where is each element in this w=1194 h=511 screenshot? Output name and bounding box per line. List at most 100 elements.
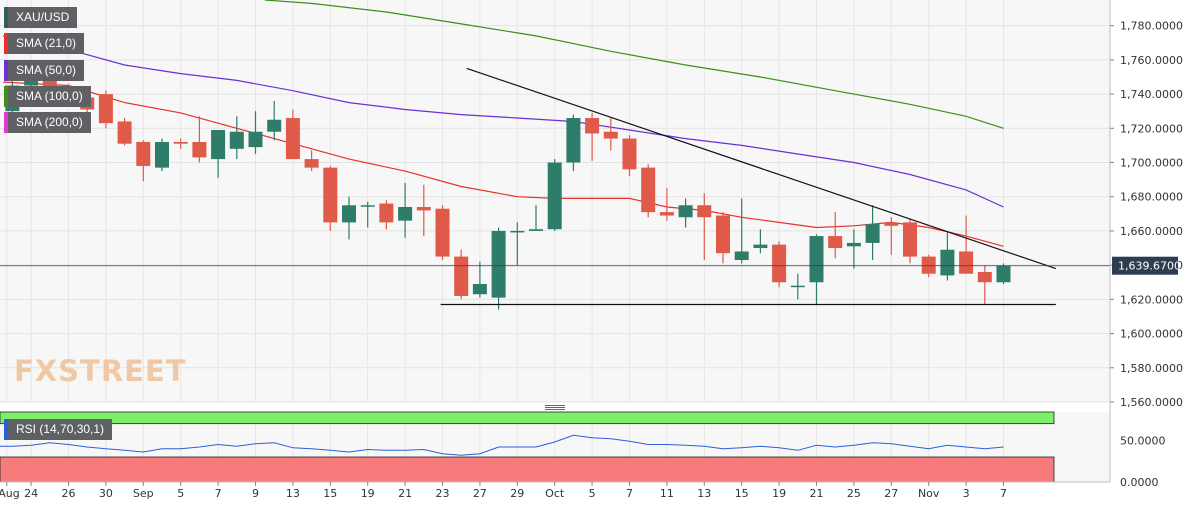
candle-body-7 <box>136 141 151 166</box>
x-tick-label-22: 21 <box>810 487 824 500</box>
trendline-0 <box>466 67 1057 270</box>
x-tick-label-20: 15 <box>735 487 749 500</box>
candle-body-25 <box>472 283 487 295</box>
y-tick-label-10: 1,760.0000 <box>1120 54 1183 67</box>
x-tick-label-19: 13 <box>697 487 711 500</box>
candle-body-53 <box>996 265 1011 283</box>
candle-body-23 <box>435 208 450 257</box>
candle-body-26 <box>491 230 506 298</box>
y-tick-label-1: 1,580.0000 <box>1120 362 1183 375</box>
y-tick-label-3: 1,620.0000 <box>1120 293 1183 306</box>
candle-body-13 <box>248 131 263 148</box>
candle-body-47 <box>884 222 899 226</box>
x-tick-label-12: 23 <box>436 487 450 500</box>
y-tick-label-5: 1,660.0000 <box>1120 225 1183 238</box>
legend-xauusd[interactable]: XAU/USD <box>4 7 78 28</box>
x-tick-label-18: 11 <box>660 487 674 500</box>
legend-rsi-label: RSI (14,70,30,1) <box>16 422 105 436</box>
legend-xauusd-swatch <box>4 7 8 28</box>
x-tick-label-25: Nov <box>918 487 940 500</box>
candle-body-28 <box>529 229 543 231</box>
candle-body-44 <box>828 236 843 249</box>
x-tick-label-9: 15 <box>323 487 337 500</box>
candle-body-12 <box>229 131 244 149</box>
candle-body-52 <box>977 271 992 283</box>
panel-resize-handle[interactable] <box>545 405 565 406</box>
x-tick-label-17: 7 <box>626 487 633 500</box>
candle-body-33 <box>622 138 637 170</box>
last-price-tag <box>1112 256 1178 275</box>
x-tick-label-11: 21 <box>398 487 412 500</box>
candle-body-16 <box>304 159 319 168</box>
legend-sma21[interactable]: SMA (21,0) <box>4 33 85 54</box>
candle-body-1 <box>24 76 39 86</box>
candle-body-8 <box>155 141 169 168</box>
x-tick-label-0: Aug <box>0 487 20 500</box>
candle-body-14 <box>267 119 282 132</box>
x-tick-label-7: 9 <box>252 487 259 500</box>
rsi-tick-label-0: 50.0000 <box>1120 434 1166 447</box>
candle-body-20 <box>379 203 394 223</box>
candle-body-39 <box>734 251 749 261</box>
legend-sma21-label: SMA (21,0) <box>16 36 77 50</box>
candle-body-40 <box>753 244 768 249</box>
panel-resize-handle-line <box>545 407 565 408</box>
x-tick-label-3: 30 <box>99 487 113 500</box>
legend-sma200[interactable]: SMA (200,0) <box>4 112 91 133</box>
candle-body-45 <box>846 242 861 247</box>
candle-body-19 <box>360 205 375 207</box>
rsi-line <box>0 434 1004 456</box>
y-tick-label-2: 1,600.0000 <box>1120 328 1183 341</box>
x-tick-label-6: 7 <box>215 487 222 500</box>
y-tick-label-11: 1,780.0000 <box>1120 20 1183 33</box>
sma50-line <box>2 35 1004 208</box>
candle-body-38 <box>716 215 730 254</box>
candle-body-32 <box>603 131 618 139</box>
legend-sma100[interactable]: SMA (100,0) <box>4 86 91 107</box>
candle-body-9 <box>173 141 188 144</box>
legend-xauusd-label: XAU/USD <box>16 10 70 24</box>
panel-resize-handle-line2 <box>545 409 565 410</box>
sma100-line <box>264 0 1004 129</box>
x-tick-label-24: 27 <box>884 487 898 500</box>
x-tick-label-10: 19 <box>361 487 375 500</box>
x-tick-label-4: Sep <box>133 487 154 500</box>
candle-body-24 <box>454 256 469 296</box>
candle-body-36 <box>678 205 693 218</box>
candle-body-48 <box>903 222 917 257</box>
x-tick-label-26: 3 <box>963 487 970 500</box>
watermark: FXSTREET <box>14 354 187 388</box>
y-tick-label-0: 1,560.0000 <box>1120 396 1183 409</box>
candle-body-31 <box>585 118 600 134</box>
legend-sma200-label: SMA (200,0) <box>16 115 83 129</box>
x-tick-label-1: 24 <box>24 487 38 500</box>
candle-body-11 <box>211 130 226 160</box>
candle-body-10 <box>192 141 207 158</box>
last-price-label: 1,639.6700 <box>1118 260 1181 273</box>
candle-body-46 <box>865 224 880 243</box>
y-tick-label-6: 1,680.0000 <box>1120 191 1183 204</box>
rsi-overbought-zone <box>0 411 1055 425</box>
rsi-oversold-zone <box>0 456 1055 483</box>
x-tick-label-15: Oct <box>545 487 565 500</box>
candle-body-50 <box>940 249 955 276</box>
candle-body-5 <box>98 94 113 124</box>
candle-body-51 <box>959 251 974 274</box>
candle-body-49 <box>921 256 936 274</box>
candle-body-37 <box>697 205 712 218</box>
x-tick-label-5: 5 <box>177 487 184 500</box>
candle-body-18 <box>342 205 356 223</box>
x-tick-label-8: 13 <box>286 487 300 500</box>
x-tick-label-27: 7 <box>1000 487 1007 500</box>
legend-sma50[interactable]: SMA (50,0) <box>4 60 85 81</box>
candle-body-22 <box>416 206 431 211</box>
legend-sma50-swatch <box>4 60 8 81</box>
candle-body-43 <box>809 236 824 283</box>
legend-sma100-swatch <box>4 86 8 107</box>
legend-rsi[interactable]: RSI (14,70,30,1) <box>4 419 113 440</box>
candle-body-29 <box>547 162 562 230</box>
legend-sma100-label: SMA (100,0) <box>16 89 83 103</box>
legend-sma50-label: SMA (50,0) <box>16 63 77 77</box>
